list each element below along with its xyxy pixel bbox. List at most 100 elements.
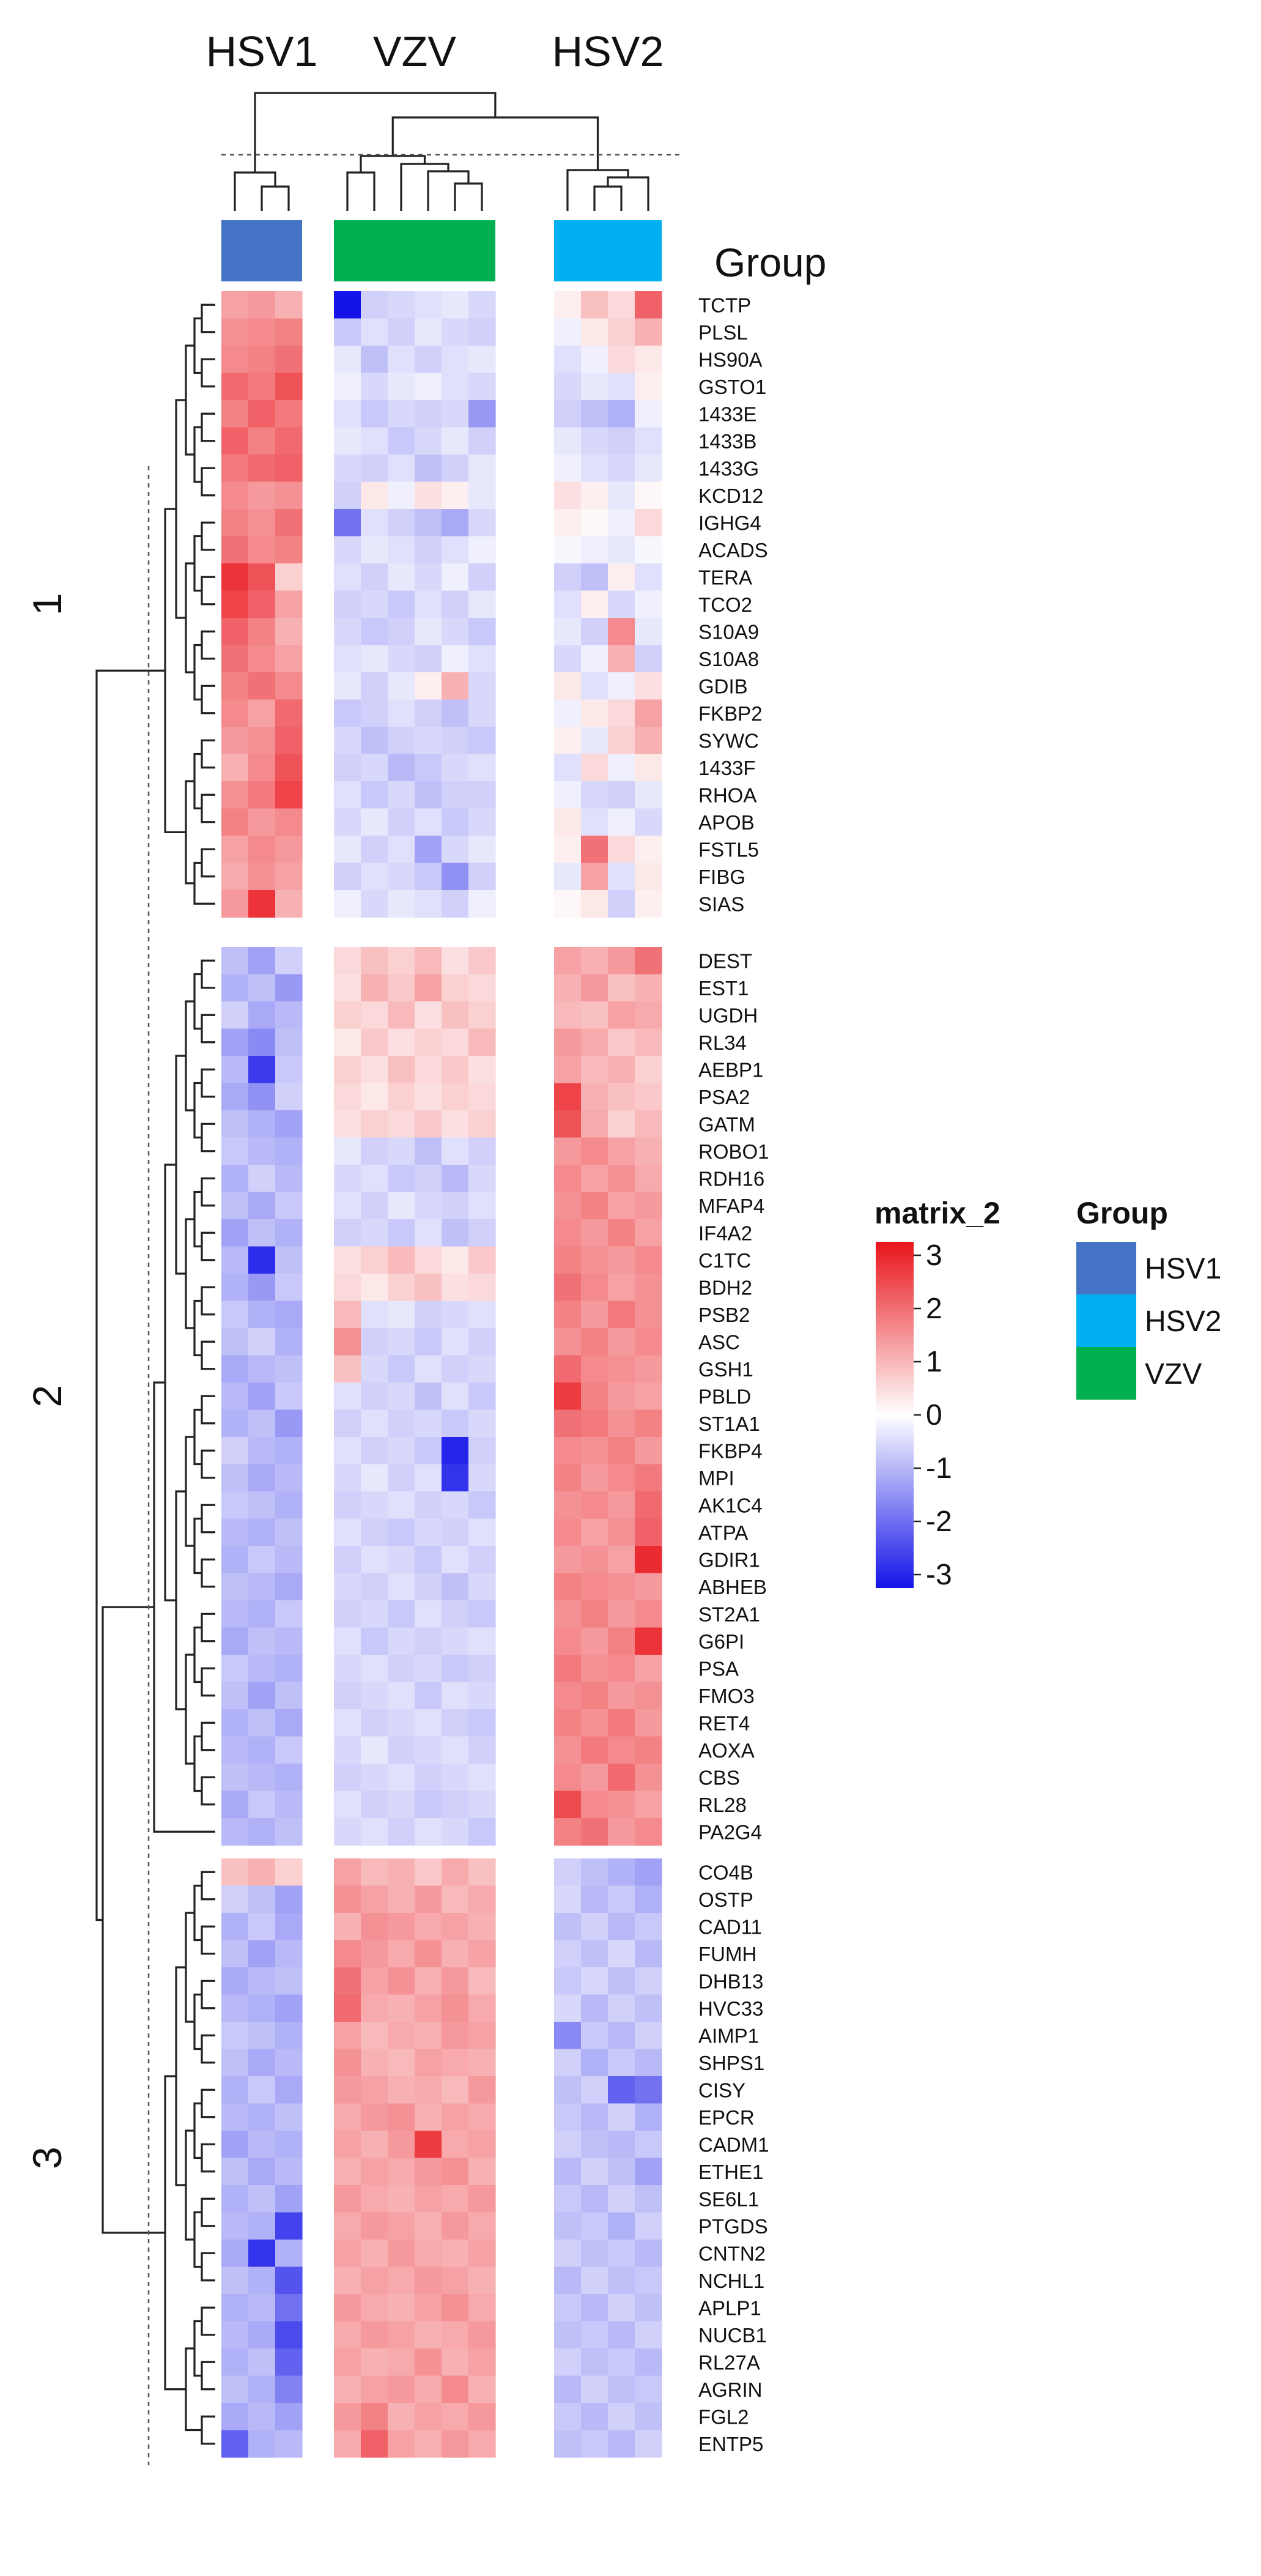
row-cluster-label: 2 [24, 1385, 70, 1408]
heatmap-cell [468, 1165, 496, 1193]
heatmap-cell [388, 1913, 415, 1941]
heatmap-cell [334, 645, 361, 673]
heatmap-cell [388, 1967, 415, 1995]
dendrogram-branch [185, 1218, 194, 1329]
heatmap-cell [275, 808, 303, 836]
heatmap-cell [388, 947, 415, 975]
heatmap-cell [361, 2294, 388, 2322]
heatmap-cell [388, 1940, 415, 1968]
heatmap-cell [388, 836, 415, 864]
heatmap-cell [581, 318, 608, 346]
heatmap-cell [468, 291, 496, 319]
dendrogram-branch [95, 669, 165, 1921]
heatmap-cell [635, 1192, 662, 1220]
dendrogram-branch [201, 2088, 215, 2118]
heatmap-cell [442, 672, 469, 700]
heatmap-cell [468, 1083, 496, 1111]
heatmap-cell [415, 400, 442, 428]
heatmap-cell [554, 2103, 582, 2131]
dendrogram-branch [201, 1014, 215, 1044]
heatmap-cell [554, 2158, 582, 2186]
heatmap-cell [361, 400, 388, 428]
dendrogram-branch [201, 685, 215, 715]
heatmap-cell [635, 400, 662, 428]
row-label: PLSL [698, 321, 748, 344]
heatmap-cell [275, 1274, 303, 1302]
heatmap-cell [221, 563, 249, 592]
heatmap-cell [468, 1709, 496, 1737]
heatmap-cell [415, 1546, 442, 1574]
heatmap-cell [415, 2103, 442, 2131]
heatmap-cell [442, 863, 469, 891]
heatmap-cell [608, 618, 635, 646]
heatmap-cell [554, 481, 582, 510]
heatmap-cell [635, 536, 662, 564]
heatmap-cell [221, 2185, 249, 2213]
heatmap-cell [608, 509, 635, 537]
heatmap-cell [275, 1764, 303, 1792]
heatmap-cell [635, 291, 662, 319]
heatmap-cell [608, 1858, 635, 1887]
heatmap-cell [334, 781, 361, 809]
heatmap-cell [468, 1885, 496, 1913]
heatmap-cell [334, 1791, 361, 1819]
heatmap-cell [275, 563, 303, 592]
heatmap-cell [442, 1818, 469, 1846]
group-legend-title: Group [1076, 1196, 1168, 1230]
dendrogram-branch [201, 1558, 215, 1588]
heatmap-cell [415, 1655, 442, 1683]
heatmap-cell [361, 618, 388, 646]
heatmap-cell [248, 2266, 276, 2295]
heatmap-cell [554, 1001, 582, 1030]
heatmap-cell [608, 563, 635, 592]
heatmap-cell [361, 590, 388, 618]
heatmap-cell [334, 2212, 361, 2240]
heatmap-cell [468, 1627, 496, 1655]
heatmap-cell [388, 2076, 415, 2104]
heatmap-cell [275, 481, 303, 510]
heatmap-cell [275, 2375, 303, 2403]
heatmap-cell [221, 1736, 249, 1764]
heatmap-cell [334, 1940, 361, 1968]
heatmap-cell [361, 1219, 388, 1247]
dendrogram-branch [201, 358, 215, 388]
heatmap-cell [635, 1913, 662, 1941]
heatmap-cell [221, 645, 249, 673]
heatmap-cell [361, 2185, 388, 2213]
heatmap-cell [554, 1219, 582, 1247]
row-dendrogram [95, 303, 215, 2465]
heatmap-cell [221, 2076, 249, 2104]
dendrogram-branch [193, 1993, 202, 2051]
heatmap-cell [635, 836, 662, 864]
heatmap-cell [554, 1682, 582, 1710]
heatmap-cell [275, 836, 303, 864]
heatmap-cell [468, 481, 496, 510]
heatmap-cell [388, 1110, 415, 1138]
heatmap-cell [442, 808, 469, 836]
heatmap-cell [581, 808, 608, 836]
row-label: ST2A1 [698, 1603, 760, 1626]
heatmap-cell [361, 2375, 388, 2403]
heatmap-cell [554, 1546, 582, 1574]
heatmap-cell [275, 1246, 303, 1274]
row-label: MFAP4 [698, 1195, 764, 1217]
heatmap-cell [221, 2294, 249, 2322]
heatmap-cell [334, 1110, 361, 1138]
heatmap-cell [248, 400, 276, 428]
heatmap-cell [248, 1409, 276, 1438]
heatmap-cell [635, 1573, 662, 1601]
row-label: S10A9 [698, 621, 759, 644]
heatmap-cell [581, 536, 608, 564]
dendrogram-branch [201, 2143, 215, 2173]
heatmap-cell [221, 2049, 249, 2077]
heatmap-cell [334, 2348, 361, 2377]
heatmap-cell [415, 2266, 442, 2295]
heatmap-cell [581, 672, 608, 700]
heatmap-cell [388, 427, 415, 455]
heatmap-cell [275, 1858, 303, 1887]
heatmap-cell [275, 2185, 303, 2213]
heatmap-cell [388, 1518, 415, 1546]
heatmap-cell [248, 1219, 276, 1247]
dendrogram-branch [185, 1000, 194, 1112]
heatmap-cell [388, 1001, 415, 1030]
